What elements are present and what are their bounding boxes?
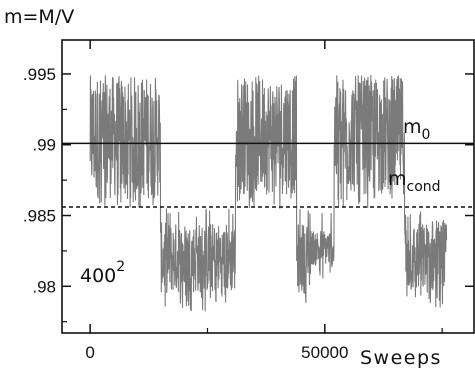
x-tick-label: 0 — [85, 343, 94, 362]
series-layer — [89, 74, 448, 312]
plot-frame — [61, 39, 475, 334]
plot-area — [61, 39, 475, 334]
reference-lines — [62, 142, 474, 208]
mcond-subscript: cond — [407, 179, 441, 195]
y-axis-title: m=M/V — [4, 6, 74, 28]
y-tick-label: .99 — [32, 136, 56, 155]
m0-symbol: m — [403, 116, 422, 138]
lattice-size-exponent: 2 — [116, 259, 125, 275]
lattice-size-annotation: 4002 — [80, 259, 125, 287]
magnetization-trace-0 — [89, 74, 448, 312]
y-tick-labels: .995 .99 .985 .98 — [23, 65, 56, 296]
lattice-size-base: 400 — [80, 265, 116, 287]
y-tick-label: .995 — [23, 65, 56, 84]
x-tick-label: 50000 — [301, 343, 348, 362]
mcond-symbol: m — [388, 168, 407, 190]
x-axis-title: Sweeps — [360, 347, 442, 369]
m0-subscript: 0 — [422, 127, 431, 143]
y-tick-label: .985 — [23, 207, 56, 226]
mcond-label: mcond — [388, 168, 441, 195]
x-tick-labels: 0 50000 — [85, 343, 348, 362]
m0-label: m0 — [403, 116, 430, 143]
y-tick-label: .98 — [32, 277, 56, 296]
tick-marks — [62, 40, 474, 333]
